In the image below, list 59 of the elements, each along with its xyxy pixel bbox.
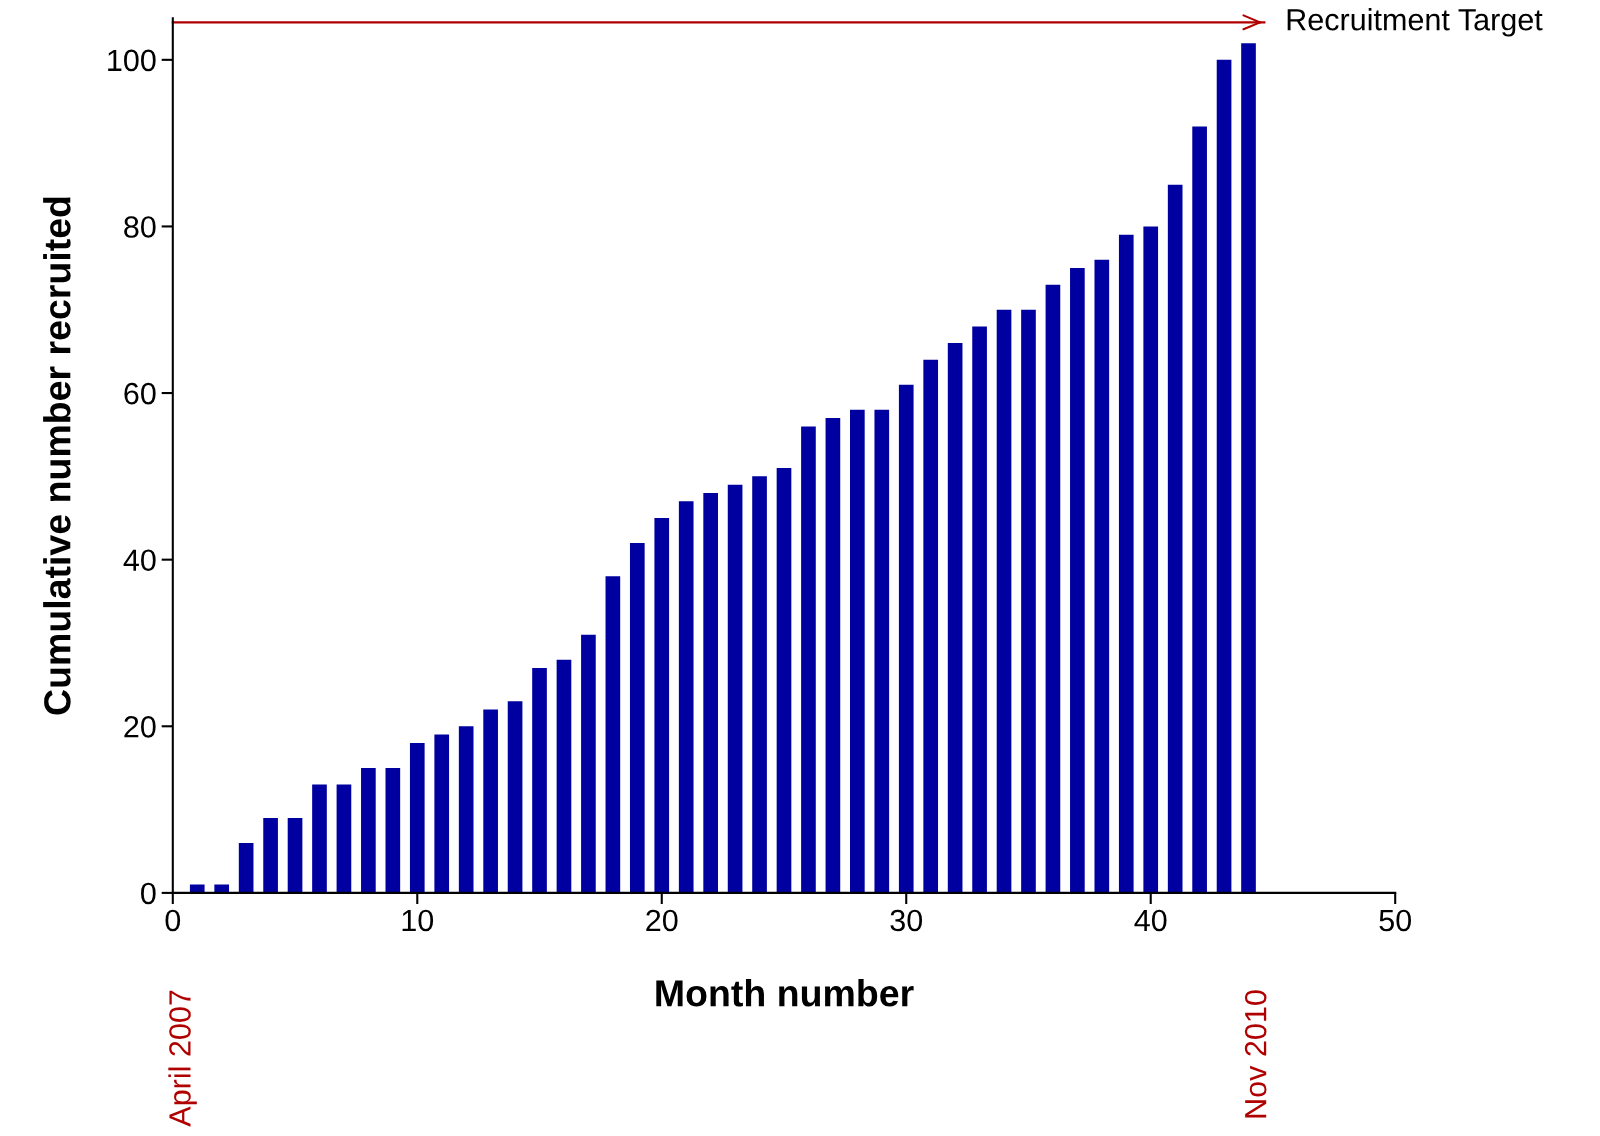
bar xyxy=(703,493,718,893)
bar xyxy=(385,767,401,893)
x-axis-title: Month number xyxy=(656,979,914,1007)
x-tick-label: 50 xyxy=(1379,909,1411,932)
bar xyxy=(312,784,327,893)
bar xyxy=(581,634,596,893)
bar xyxy=(752,476,767,893)
bar xyxy=(727,484,743,893)
bar xyxy=(776,468,792,893)
text: April 2007 xyxy=(168,990,197,1127)
bar xyxy=(458,726,474,893)
bar xyxy=(361,767,376,893)
bar xyxy=(801,426,816,893)
bar xyxy=(483,709,498,893)
x-tick-label: 0 xyxy=(165,909,181,932)
bar xyxy=(605,576,621,893)
bar xyxy=(336,784,352,893)
x-tick-label: 40 xyxy=(1134,909,1167,932)
y-tick-label: 60 xyxy=(124,382,156,405)
bar xyxy=(1216,59,1232,893)
bar xyxy=(556,659,572,893)
bar xyxy=(1167,184,1183,893)
bar xyxy=(238,842,254,893)
bar xyxy=(1021,309,1036,893)
bar xyxy=(434,734,450,893)
bar xyxy=(923,359,939,893)
bar xyxy=(678,501,694,893)
y-tick-label: 0 xyxy=(141,882,156,905)
bar xyxy=(825,418,841,893)
bar xyxy=(850,409,865,893)
bar xyxy=(898,384,914,893)
bar xyxy=(996,309,1012,893)
bar xyxy=(874,409,890,893)
text: Nov 2010 xyxy=(1244,990,1267,1118)
x-tick-label: 20 xyxy=(646,909,678,932)
bar xyxy=(532,667,547,893)
y-tick-label: 20 xyxy=(124,716,156,738)
bar xyxy=(263,817,278,893)
bar xyxy=(287,817,303,893)
bar xyxy=(1045,284,1061,893)
bar xyxy=(1094,259,1110,893)
x-tick-label: 30 xyxy=(890,909,923,932)
y-tick-label: 40 xyxy=(123,549,156,572)
bar xyxy=(507,701,523,893)
bar xyxy=(654,518,670,893)
bar xyxy=(972,326,987,893)
y-tick-label: 80 xyxy=(124,216,156,238)
bar xyxy=(1143,226,1159,893)
bar xyxy=(1241,43,1256,893)
y-axis-title: Cumulative number recruited xyxy=(43,197,71,715)
bar xyxy=(1192,126,1207,893)
bar xyxy=(1070,268,1085,893)
bar xyxy=(1118,234,1134,893)
x-tick-label: 10 xyxy=(402,909,434,932)
bar xyxy=(947,343,963,893)
bar xyxy=(629,543,645,893)
ref-line-label: Recruitment Target xyxy=(1287,8,1543,37)
bar xyxy=(409,742,425,893)
y-tick-label: 100 xyxy=(108,49,156,72)
